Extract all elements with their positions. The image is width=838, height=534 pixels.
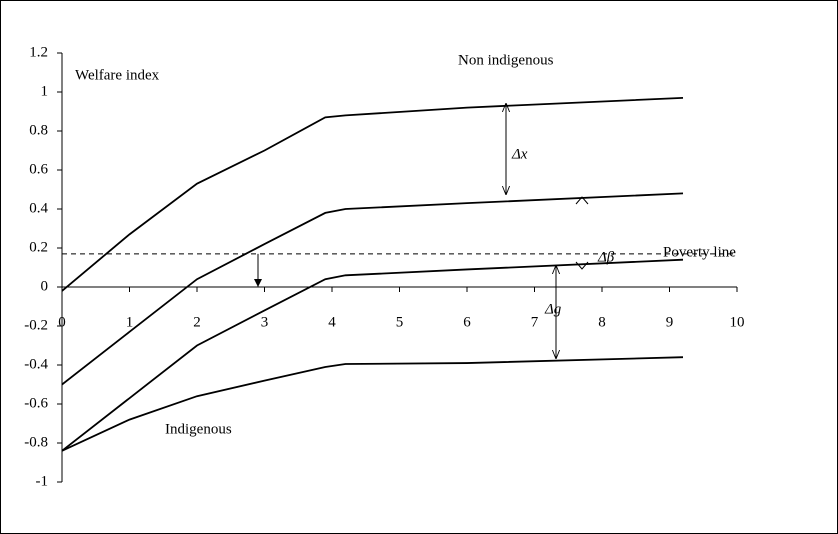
series-line (61, 258, 684, 452)
x-tick-label: 4 (328, 314, 336, 330)
x-tick-label: 3 (261, 314, 269, 330)
x-tick-label: 7 (531, 314, 539, 330)
x-tick-label: 9 (666, 314, 674, 330)
y-tick-label: -0.2 (24, 317, 48, 333)
poverty-line-label: Poverty line (663, 244, 736, 260)
annotation: Δx (511, 146, 528, 162)
y-tick-label: -0.4 (24, 356, 48, 372)
annotation: Δg (544, 301, 562, 317)
x-tick-label: 6 (463, 314, 471, 330)
series-line (61, 192, 684, 386)
x-tick-label: 8 (598, 314, 606, 330)
y-tick-label: -1 (36, 473, 49, 489)
series-line (61, 96, 684, 292)
x-tick-label: 5 (396, 314, 404, 330)
series-label: Non indigenous (458, 52, 554, 68)
x-tick-label: 2 (193, 314, 201, 330)
y-tick-label: 0.6 (29, 161, 48, 177)
x-tick-label: 10 (730, 314, 745, 330)
y-tick-label: 0 (41, 278, 49, 294)
y-tick-label: 0.2 (29, 239, 48, 255)
y-tick-label: 0.4 (29, 200, 48, 216)
y-tick-label: -0.6 (24, 395, 48, 411)
y-tick-label: 1 (41, 83, 49, 99)
series-label: Indigenous (165, 421, 232, 437)
y-tick-label: 0.8 (29, 122, 48, 138)
y-tick-label: -0.8 (24, 434, 48, 450)
annotation: Δβ (597, 249, 615, 265)
y-tick-label: 1.2 (29, 44, 48, 60)
tick-mark (575, 196, 589, 205)
y-axis-label: Welfare index (75, 67, 160, 83)
x-tick-label: 0 (58, 314, 66, 330)
series-line (61, 356, 684, 452)
tick-mark (575, 261, 589, 270)
x-tick-label: 1 (126, 314, 134, 330)
